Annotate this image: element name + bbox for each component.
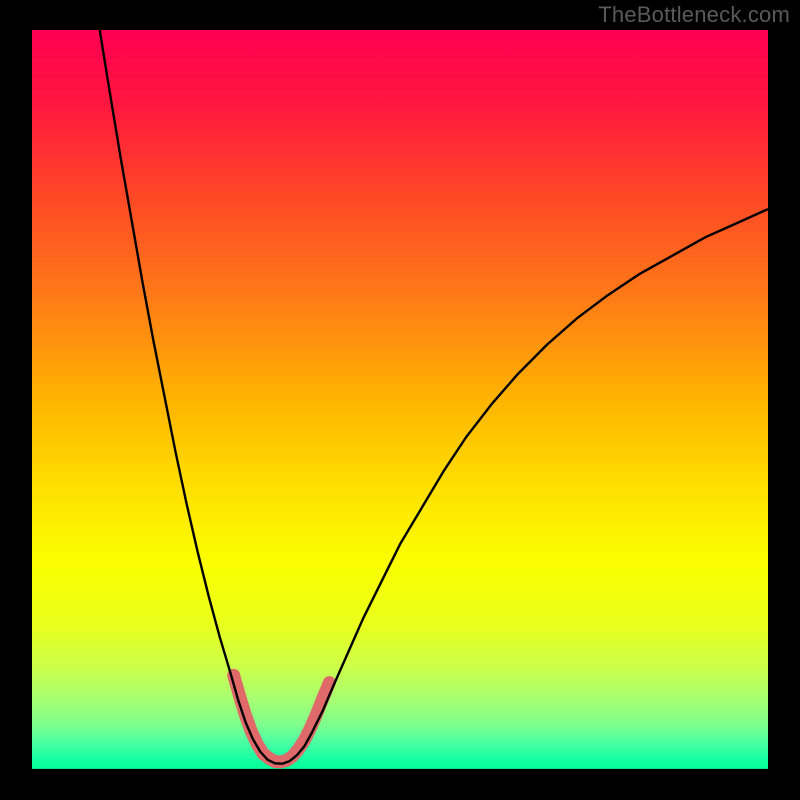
plot-gradient-background [32, 30, 768, 770]
figure-root: TheBottleneck.com [0, 0, 800, 800]
watermark-text: TheBottleneck.com [598, 2, 790, 28]
plot-svg [0, 0, 800, 800]
plot-container [0, 0, 800, 800]
